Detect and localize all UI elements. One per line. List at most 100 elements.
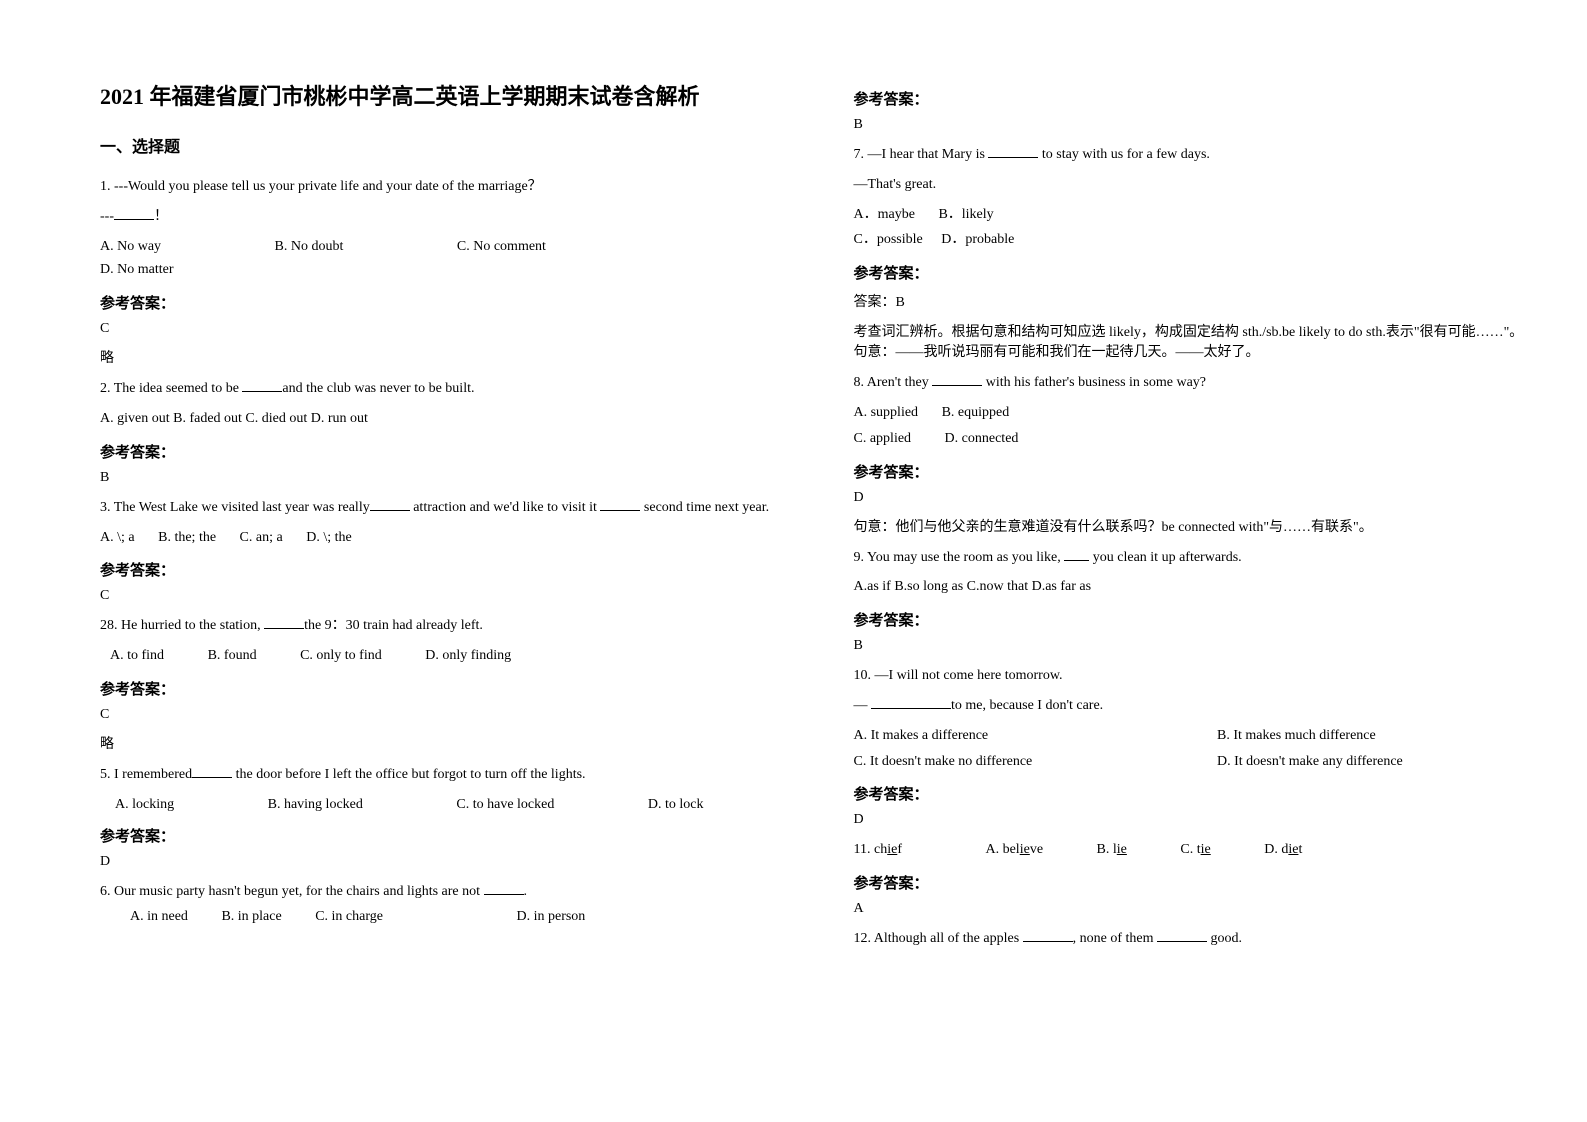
- q8-options-1: A. supplied B. equipped: [854, 401, 1528, 425]
- question-7: 7. —I hear that Mary is to stay with us …: [854, 143, 1528, 167]
- opt-a: A. No way: [100, 235, 161, 259]
- opt-b: B．likely: [938, 203, 993, 227]
- question-11: 11. chief A. believe B. lie C. tie D. di…: [854, 838, 1528, 862]
- answer-label: 参考答案：: [854, 461, 1528, 482]
- q7-text2: to stay with us for a few days.: [1038, 147, 1209, 162]
- blank: [871, 695, 951, 709]
- q28-text1: 28. He hurried to the station,: [100, 618, 264, 633]
- question-10-line1: 10. ―I will not come here tomorrow.: [854, 664, 1528, 688]
- q7-text1: 7. —I hear that Mary is: [854, 147, 989, 162]
- q10-dash: ―: [854, 698, 872, 713]
- q3-text2: attraction and we'd like to visit it: [410, 500, 601, 515]
- opt-d: D. No matter: [100, 258, 173, 282]
- opt-a: A. in need: [130, 905, 188, 929]
- q5-answer: D: [100, 854, 774, 870]
- q28-omitted: 略: [100, 733, 774, 753]
- q10-answer: D: [854, 812, 1528, 828]
- question-8: 8. Aren't they with his father's busines…: [854, 371, 1528, 395]
- opt-b: B. found: [208, 644, 257, 668]
- q7-options-1: A．maybe B．likely: [854, 203, 1528, 227]
- answer-label: 参考答案：: [100, 825, 774, 846]
- opt-a: A. It makes a difference: [854, 724, 1214, 748]
- opt-d: D．probable: [941, 228, 1014, 252]
- opt-c: C. only to find: [300, 644, 382, 668]
- question-28: 28. He hurried to the station, the 9：30 …: [100, 614, 774, 638]
- blank: [242, 378, 282, 392]
- q3-text3: second time next year.: [640, 500, 769, 515]
- answer-label: 参考答案：: [100, 559, 774, 580]
- question-12: 12. Although all of the apples , none of…: [854, 927, 1528, 951]
- opt-b: B. the; the: [158, 526, 216, 550]
- blank: [114, 206, 154, 220]
- q5-text1: 5. I remembered: [100, 767, 192, 782]
- opt-d: D. diet: [1264, 838, 1302, 862]
- answer-label: 参考答案：: [100, 292, 774, 313]
- opt-c: C. It doesn't make no difference: [854, 750, 1214, 774]
- q7-explanation: 考查词汇辨析。根据句意和结构可知应选 likely，构成固定结构 sth./sb…: [854, 321, 1528, 361]
- page-title: 2021 年福建省厦门市桃彬中学高二英语上学期期末试卷含解析: [100, 80, 774, 113]
- q2-options: A. given out B. faded out C. died out D.…: [100, 407, 774, 431]
- opt-d: D. only finding: [425, 644, 511, 668]
- opt-c: C. applied: [854, 427, 912, 451]
- opt-d: D. connected: [945, 427, 1019, 451]
- q11-text: 11. chief: [854, 838, 902, 862]
- q28-answer: C: [100, 707, 774, 723]
- blank: [988, 144, 1038, 158]
- opt-c: C. in charge: [315, 905, 383, 929]
- question-9: 9. You may use the room as you like, you…: [854, 546, 1528, 570]
- q6-options: A. in need B. in place C. in charge D. i…: [100, 905, 774, 929]
- left-column: 2021 年福建省厦门市桃彬中学高二英语上学期期末试卷含解析 一、选择题 1. …: [100, 80, 814, 1102]
- q1-dash: ---: [100, 209, 114, 224]
- opt-b: B. lie: [1097, 838, 1127, 862]
- opt-c: C. tie: [1180, 838, 1210, 862]
- q5-options: A. locking B. having locked C. to have l…: [100, 793, 774, 817]
- opt-a: A. locking: [115, 793, 174, 817]
- opt-c: C. an; a: [240, 526, 283, 550]
- blank: [932, 372, 982, 386]
- blank: [1023, 928, 1073, 942]
- q12-text1: 12. Although all of the apples: [854, 931, 1023, 946]
- answer-label: 参考答案：: [854, 609, 1528, 630]
- q2-text2: and the club was never to be built.: [282, 381, 474, 396]
- q7-options-2: C．possible D．probable: [854, 228, 1528, 252]
- opt-b: B. equipped: [942, 401, 1010, 425]
- blank: [264, 615, 304, 629]
- q10-options-2: C. It doesn't make no difference D. It d…: [854, 750, 1528, 774]
- opt-d: D. to lock: [648, 793, 704, 817]
- question-3: 3. The West Lake we visited last year wa…: [100, 496, 774, 520]
- opt-b: B. It makes much difference: [1217, 724, 1376, 748]
- q7-line2: —That's great.: [854, 173, 1528, 197]
- q1-omitted: 略: [100, 347, 774, 367]
- opt-d: D. \; the: [306, 526, 352, 550]
- opt-c: C．possible: [854, 228, 923, 252]
- question-1: 1. ---Would you please tell us your priv…: [100, 175, 774, 199]
- q1-options: A. No way B. No doubt C. No comment D. N…: [100, 235, 774, 283]
- q1-followup: --- ！: [100, 205, 774, 229]
- opt-a: A. to find: [110, 644, 164, 668]
- opt-d: D. in person: [516, 905, 585, 929]
- q8-text1: 8. Aren't they: [854, 375, 933, 390]
- q6-text1: 6. Our music party hasn't begun yet, for…: [100, 884, 484, 899]
- q3-text1: 3. The West Lake we visited last year wa…: [100, 500, 370, 515]
- blank: [600, 497, 640, 511]
- answer-label: 参考答案：: [100, 441, 774, 462]
- opt-a: A．maybe: [854, 203, 915, 227]
- q9-options: A.as if B.so long as C.now that D.as far…: [854, 575, 1528, 599]
- q1-excl: ！: [154, 209, 168, 224]
- blank: [192, 764, 232, 778]
- q2-text1: 2. The idea seemed to be: [100, 381, 242, 396]
- question-10-line2: ― to me, because I don't care.: [854, 694, 1528, 718]
- opt-c: C. No comment: [457, 235, 546, 259]
- opt-d: D. It doesn't make any difference: [1217, 750, 1403, 774]
- blank: [1064, 547, 1089, 561]
- answer-label: 参考答案：: [854, 88, 1528, 109]
- opt-b: B. in place: [221, 905, 281, 929]
- q5-text2: the door before I left the office but fo…: [232, 767, 585, 782]
- q12-text2: , none of them: [1073, 931, 1157, 946]
- blank: [1157, 928, 1207, 942]
- q10-options-1: A. It makes a difference B. It makes muc…: [854, 724, 1528, 748]
- q9-text1: 9. You may use the room as you like,: [854, 550, 1065, 565]
- section-head: 一、选择题: [100, 133, 774, 157]
- answer-label: 参考答案：: [100, 678, 774, 699]
- q7-answer-line: 答案：B: [854, 291, 1528, 311]
